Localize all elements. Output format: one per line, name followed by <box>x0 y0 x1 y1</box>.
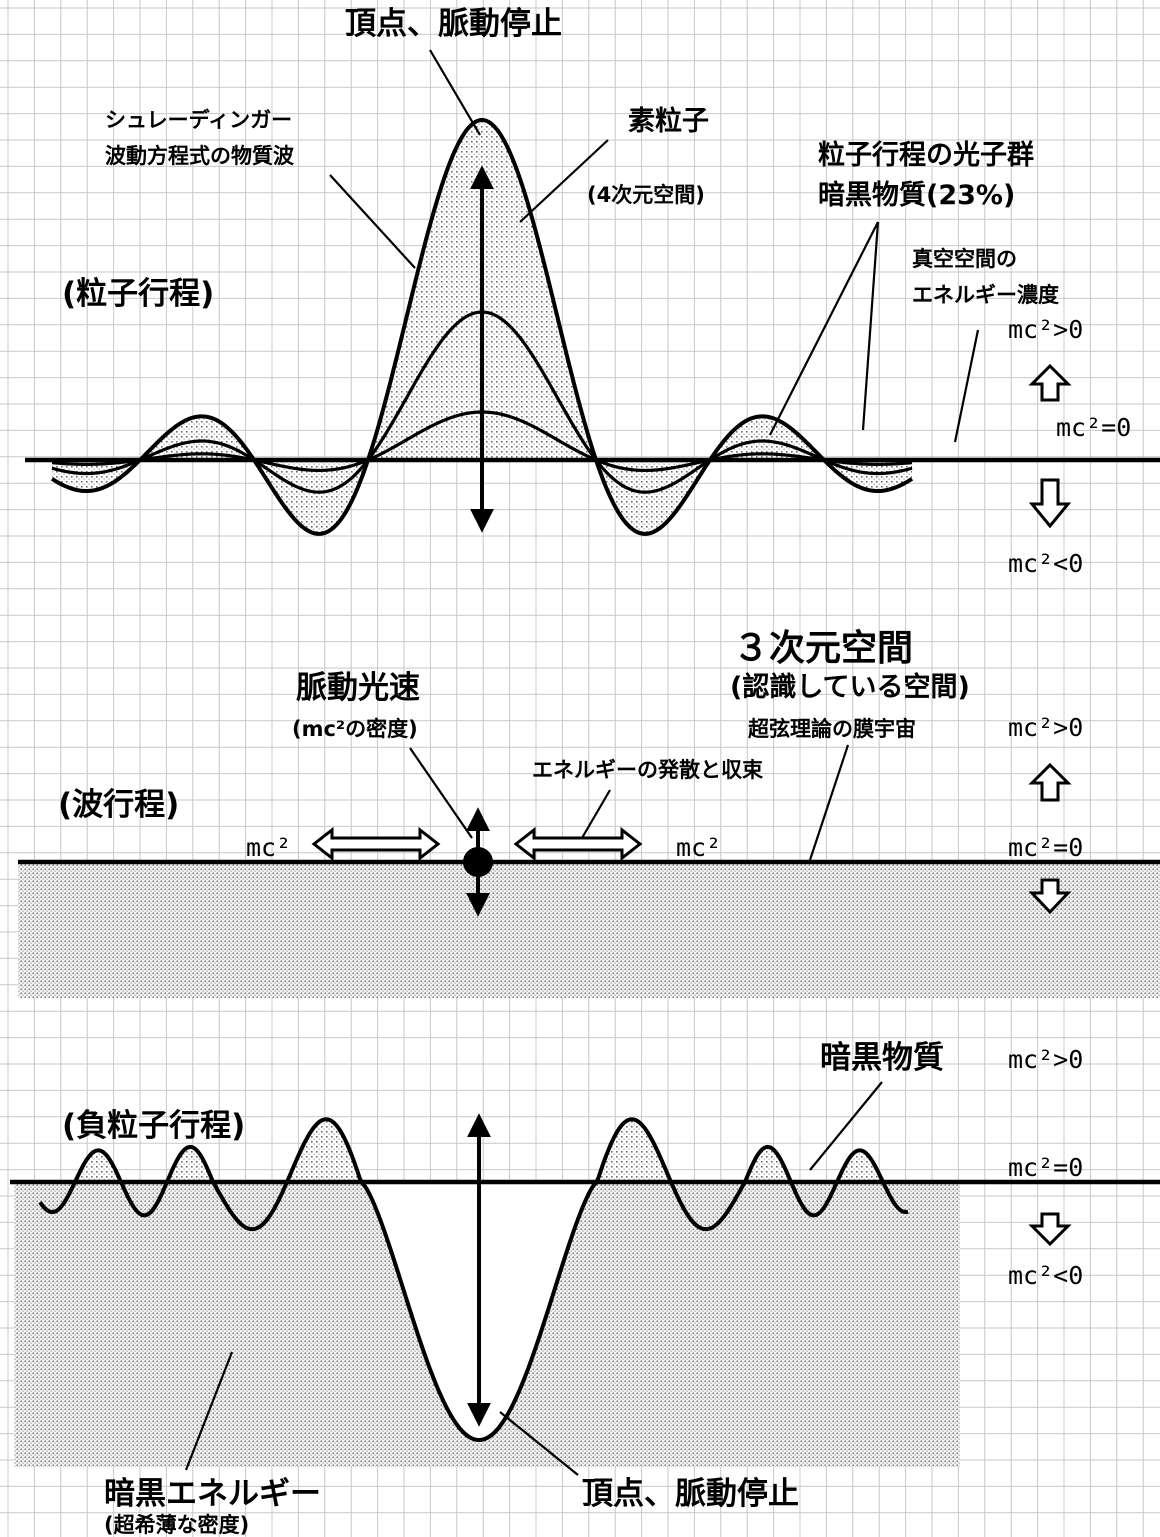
leader-bottom-peak <box>499 1411 579 1476</box>
leader-photon-group-b <box>861 221 880 431</box>
leader-vacuum <box>953 329 980 443</box>
negative-particle-stage-section: 暗黒物質 (負粒子行程) mc²>0 mc²=0 mc²<0 暗黒エネルギー (… <box>10 1040 1160 1537</box>
mc2-right-label: mc² <box>676 833 721 862</box>
mc-zero-label: mc²=0 <box>1008 833 1083 862</box>
vacuum-label-2: エネルギー濃度 <box>912 283 1059 307</box>
leader-dark-energy <box>184 1351 234 1471</box>
mc2-density-label: (mc²の密度) <box>292 717 418 741</box>
mc-negative-label: mc²<0 <box>1008 1261 1083 1290</box>
dark-matter-23-label: 暗黒物質(23%) <box>818 180 1015 211</box>
mc-positive-label: mc²>0 <box>1008 1045 1083 1074</box>
four-d-space-label: (4次元空間) <box>587 183 705 207</box>
schrodinger-label-2: 波動方程式の物質波 <box>105 144 295 168</box>
three-d-space-label: ３次元空間 <box>733 628 913 669</box>
hollow-double-arrow-left <box>311 826 441 862</box>
bottom-peak-label: 頂点、脈動停止 <box>582 1476 799 1512</box>
pulse-point <box>463 847 493 877</box>
leader-elementary-particle <box>519 139 609 223</box>
particle-stage-section: 頂点、脈動停止 シュレーディンガー 波動方程式の物質波 素粒子 (4次元空間) … <box>25 6 1160 578</box>
hollow-double-arrow-right <box>513 826 643 862</box>
negative-wave-curve <box>38 1117 909 1442</box>
leader-schrodinger <box>329 174 416 269</box>
brane-universe-label: 超弦理論の膜宇宙 <box>748 717 916 741</box>
peak-label: 頂点、脈動停止 <box>345 6 562 42</box>
leader-photon-group-a <box>769 221 879 436</box>
mc-negative-label: mc²<0 <box>1008 549 1083 578</box>
schrodinger-label-1: シュレーディンガー <box>105 108 292 132</box>
particle-stage-label: (粒子行程) <box>62 276 214 312</box>
hollow-up-arrow <box>1028 363 1072 402</box>
elementary-particle-label: 素粒子 <box>628 106 709 137</box>
mc-positive-label: mc²>0 <box>1008 713 1083 742</box>
mc-zero-label: mc²=0 <box>1056 413 1131 442</box>
pulse-light-speed-label: 脈動光速 <box>296 670 420 706</box>
mc-zero-label: mc²=0 <box>1008 1153 1083 1182</box>
hollow-up-arrow <box>1028 762 1072 802</box>
dark-energy-label: 暗黒エネルギー <box>104 1476 321 1512</box>
leader-brane <box>808 744 850 861</box>
negative-particle-stage-label: (負粒子行程) <box>62 1108 245 1144</box>
dark-matter-label: 暗黒物質 <box>820 1040 944 1076</box>
leader-pulse-light <box>409 747 473 839</box>
mc2-left-label: mc² <box>246 833 291 862</box>
leader-dark-matter <box>809 1081 883 1171</box>
hollow-down-arrow <box>1028 1212 1072 1247</box>
wave-stage-section: ３次元空間 (認識している空間) 超弦理論の膜宇宙 脈動光速 (mc²の密度) … <box>18 628 1160 998</box>
negative-region-dotted <box>18 862 1160 998</box>
energy-spread-label: エネルギーの発散と収束 <box>532 758 764 782</box>
hollow-down-arrow <box>1028 478 1072 529</box>
wave-curve-large <box>50 118 914 536</box>
wave-stage-label: (波行程) <box>58 787 179 823</box>
hollow-down-arrow <box>1028 878 1072 915</box>
recognized-space-label: (認識している空間) <box>730 671 970 703</box>
mc-positive-label: mc²>0 <box>1008 315 1083 344</box>
ultra-thin-density-label: (超希薄な密度) <box>104 1513 249 1537</box>
vacuum-label-1: 真空空間の <box>912 247 1017 271</box>
photon-group-label: 粒子行程の光子群 <box>818 139 1034 171</box>
leader-peak <box>429 49 481 136</box>
leader-energy-spread <box>581 789 611 839</box>
